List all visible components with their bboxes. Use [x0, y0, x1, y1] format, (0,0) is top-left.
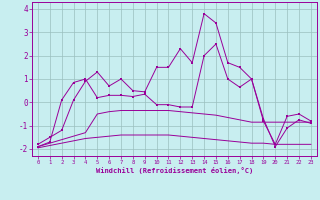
X-axis label: Windchill (Refroidissement éolien,°C): Windchill (Refroidissement éolien,°C) — [96, 167, 253, 174]
